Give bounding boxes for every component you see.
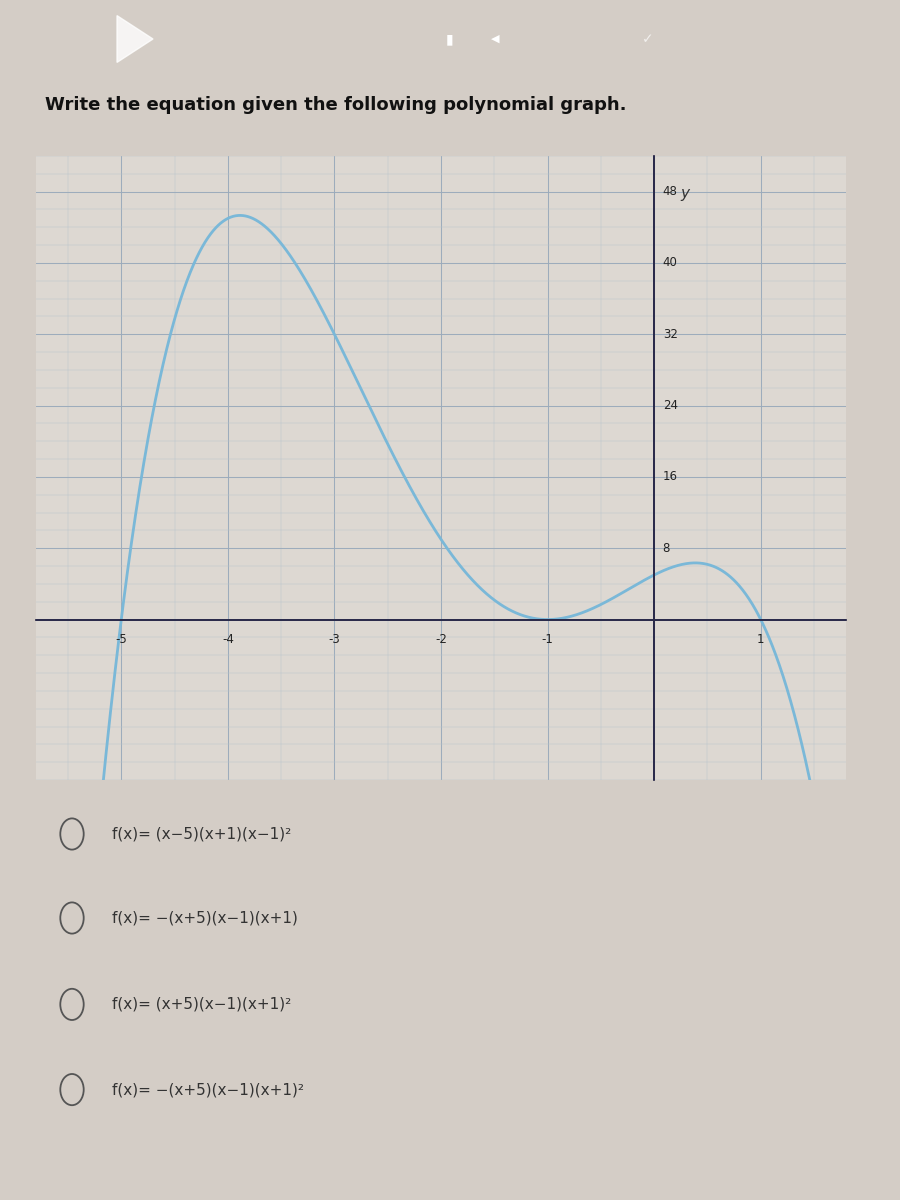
Text: f(x)= (x−5)(x+1)(x−1)²: f(x)= (x−5)(x+1)(x−1)² (112, 827, 292, 841)
Text: ✓: ✓ (643, 32, 653, 46)
Text: 48: 48 (662, 185, 678, 198)
Text: -5: -5 (115, 632, 127, 646)
Text: 40: 40 (662, 257, 678, 270)
Text: ▮: ▮ (446, 32, 454, 46)
Text: -3: -3 (328, 632, 340, 646)
Text: ◀: ◀ (491, 34, 500, 44)
Text: 32: 32 (662, 328, 678, 341)
Text: 8: 8 (662, 541, 670, 554)
Text: 16: 16 (662, 470, 678, 484)
Text: f(x)= −(x+5)(x−1)(x+1): f(x)= −(x+5)(x−1)(x+1) (112, 911, 299, 925)
Text: -4: -4 (222, 632, 234, 646)
Text: -2: -2 (435, 632, 447, 646)
Text: Write the equation given the following polynomial graph.: Write the equation given the following p… (45, 96, 626, 114)
Text: 24: 24 (662, 400, 678, 412)
Text: -1: -1 (542, 632, 554, 646)
Text: y: y (680, 186, 689, 200)
Polygon shape (117, 16, 153, 62)
Text: f(x)= −(x+5)(x−1)(x+1)²: f(x)= −(x+5)(x−1)(x+1)² (112, 1082, 304, 1097)
Text: f(x)= (x+5)(x−1)(x+1)²: f(x)= (x+5)(x−1)(x+1)² (112, 997, 292, 1012)
Text: 1: 1 (757, 632, 764, 646)
